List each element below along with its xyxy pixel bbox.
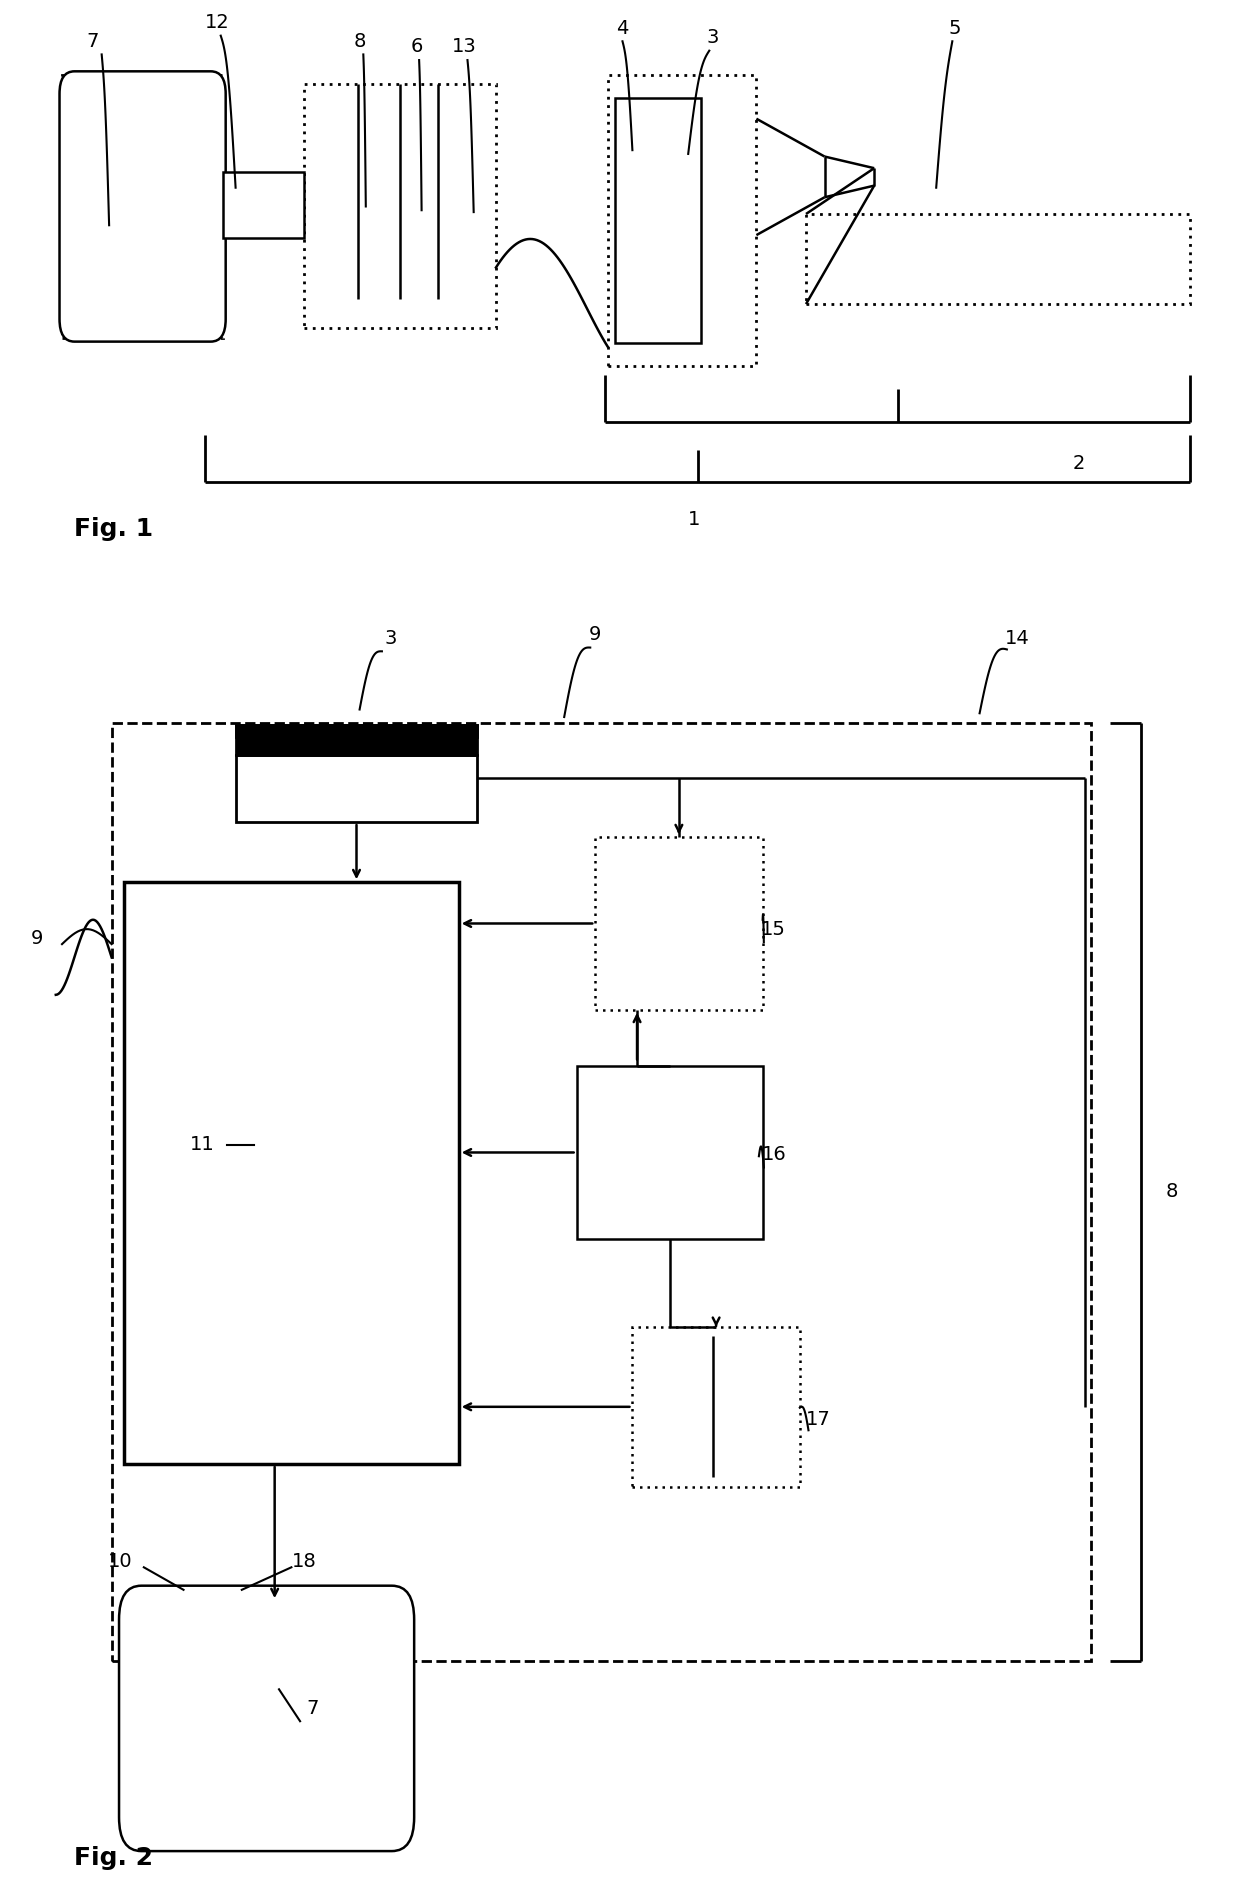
Text: 9: 9 xyxy=(589,625,601,644)
Bar xyxy=(632,1327,800,1487)
Text: Fig. 1: Fig. 1 xyxy=(74,518,154,541)
Text: 15: 15 xyxy=(761,920,786,938)
Text: 8: 8 xyxy=(353,32,366,51)
Bar xyxy=(62,75,223,338)
Text: 14: 14 xyxy=(1004,629,1029,648)
Bar xyxy=(304,84,496,328)
Text: 1: 1 xyxy=(688,511,701,529)
Bar xyxy=(236,755,477,822)
FancyBboxPatch shape xyxy=(60,71,226,342)
Text: 3: 3 xyxy=(707,28,719,47)
Bar xyxy=(236,725,477,736)
Text: 18: 18 xyxy=(291,1552,316,1571)
Bar xyxy=(615,98,702,343)
Text: 7: 7 xyxy=(306,1699,319,1717)
Text: 12: 12 xyxy=(205,13,229,32)
Bar xyxy=(124,1601,409,1836)
Bar xyxy=(595,837,763,1010)
Text: 7: 7 xyxy=(87,32,99,51)
Text: 6: 6 xyxy=(410,38,423,56)
Text: 13: 13 xyxy=(451,38,476,56)
Text: 2: 2 xyxy=(1073,454,1085,473)
Text: 8: 8 xyxy=(1166,1183,1178,1201)
FancyBboxPatch shape xyxy=(119,1586,414,1851)
Bar xyxy=(806,214,1190,304)
Bar xyxy=(608,75,756,366)
Bar xyxy=(124,882,459,1464)
Text: 4: 4 xyxy=(616,19,629,38)
Text: Fig. 2: Fig. 2 xyxy=(74,1847,154,1869)
Text: 11: 11 xyxy=(190,1136,215,1154)
Text: 5: 5 xyxy=(949,19,961,38)
Text: 9: 9 xyxy=(31,929,43,948)
Text: 17: 17 xyxy=(806,1410,831,1428)
Bar xyxy=(112,723,1091,1661)
Bar xyxy=(223,173,304,238)
Text: 10: 10 xyxy=(108,1552,133,1571)
Bar xyxy=(236,725,477,755)
Bar xyxy=(577,1066,763,1239)
Text: 16: 16 xyxy=(761,1145,786,1164)
Text: 3: 3 xyxy=(384,629,397,648)
